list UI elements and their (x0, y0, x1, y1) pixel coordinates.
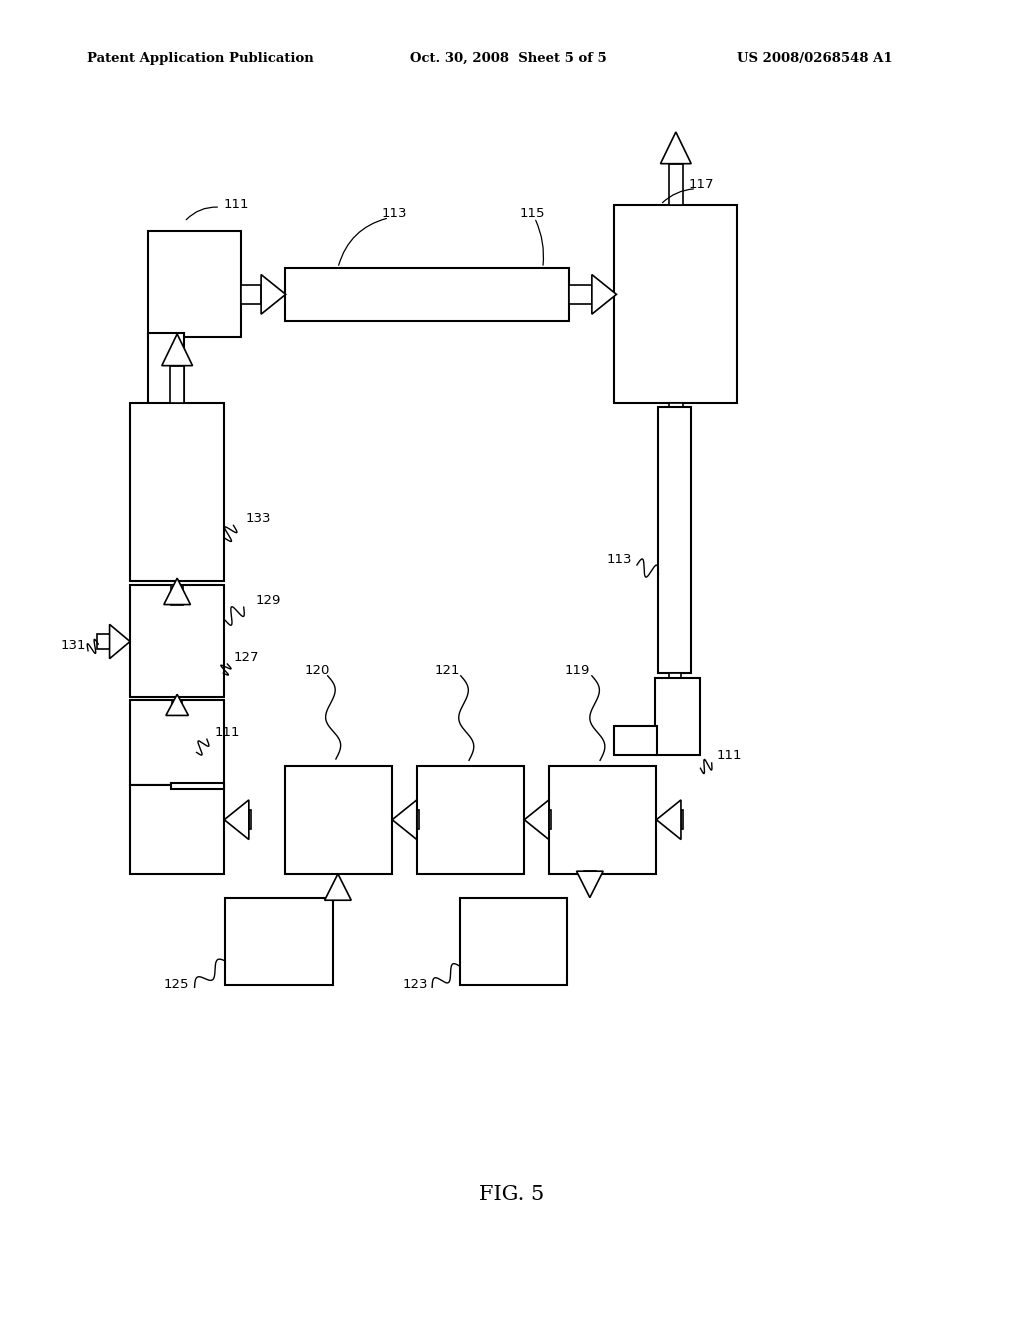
Bar (460, 898, 567, 985)
Polygon shape (577, 871, 603, 898)
Polygon shape (660, 132, 691, 164)
Bar (681, 810, 683, 829)
Bar (584, 871, 596, 874)
Bar (241, 285, 261, 304)
Bar (332, 898, 344, 900)
Text: Oct. 30, 2008  Sheet 5 of 5: Oct. 30, 2008 Sheet 5 of 5 (410, 51, 606, 65)
Bar (249, 810, 251, 829)
Text: 133: 133 (246, 512, 271, 525)
Polygon shape (660, 444, 691, 475)
Text: 125: 125 (164, 978, 189, 991)
Bar (225, 898, 333, 985)
Text: 119: 119 (565, 664, 590, 677)
Bar (171, 585, 183, 605)
Text: 127: 127 (233, 651, 259, 664)
Bar (669, 164, 683, 205)
Text: FIG. 5: FIG. 5 (479, 1185, 545, 1204)
Polygon shape (392, 800, 417, 840)
Bar (549, 810, 551, 829)
Bar (669, 403, 683, 444)
Text: 111: 111 (215, 726, 241, 739)
Text: US 2008/0268548 A1: US 2008/0268548 A1 (737, 51, 893, 65)
Text: 115: 115 (520, 207, 545, 220)
Bar (549, 766, 656, 874)
Polygon shape (162, 334, 193, 366)
Text: 113: 113 (606, 553, 632, 566)
Text: 123: 123 (402, 978, 428, 991)
Polygon shape (164, 578, 190, 605)
Bar (97, 634, 110, 649)
Bar (130, 403, 224, 581)
Polygon shape (524, 800, 549, 840)
Text: Patent Application Publication: Patent Application Publication (87, 51, 313, 65)
Bar (130, 700, 224, 785)
Text: 121: 121 (435, 664, 460, 677)
Bar (614, 205, 737, 403)
Polygon shape (662, 689, 688, 715)
Bar (130, 785, 224, 874)
Text: 131: 131 (60, 639, 86, 652)
Bar (172, 700, 182, 715)
Text: 129: 129 (256, 594, 282, 607)
Bar (658, 407, 691, 673)
Polygon shape (224, 800, 249, 840)
Bar (417, 810, 419, 829)
Text: 117: 117 (689, 178, 714, 191)
Bar (148, 231, 241, 337)
Text: 111: 111 (717, 748, 742, 762)
Bar (669, 673, 681, 689)
Bar (614, 726, 657, 755)
Bar (170, 366, 184, 403)
Bar (285, 268, 569, 321)
Polygon shape (325, 874, 351, 900)
Bar (171, 783, 224, 789)
Bar (130, 585, 224, 697)
Polygon shape (656, 800, 681, 840)
Polygon shape (166, 694, 188, 715)
Bar (655, 678, 700, 755)
Text: 113: 113 (382, 207, 407, 220)
Bar (569, 285, 592, 304)
Text: 111: 111 (223, 198, 249, 211)
Polygon shape (110, 624, 130, 659)
Bar (285, 766, 392, 874)
Bar (148, 333, 184, 436)
Polygon shape (261, 275, 286, 314)
Polygon shape (592, 275, 616, 314)
Bar (417, 766, 524, 874)
Text: 120: 120 (305, 664, 330, 677)
